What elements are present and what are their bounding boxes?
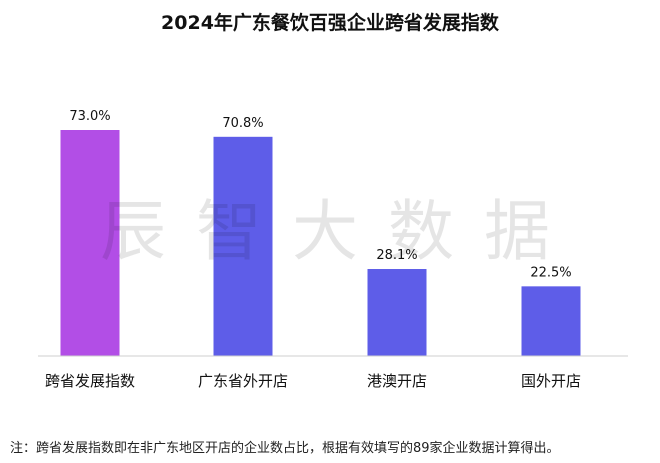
category-label-3: 港澳开店 [367, 372, 427, 390]
category-label-4: 国外开店 [521, 372, 581, 390]
bar-2 [213, 136, 273, 356]
bar-3 [367, 269, 427, 356]
category-label-1: 跨省发展指数 [45, 372, 135, 390]
value-label-4: 22.5% [530, 265, 571, 280]
category-label-2: 广东省外开店 [198, 372, 288, 390]
chart-title: 2024年广东餐饮百强企业跨省发展指数 [161, 12, 499, 34]
chart-footnote: 注：跨省发展指数即在非广东地区开店的企业数占比，根据有效填写的89家企业数据计算… [10, 441, 560, 456]
bar-4 [521, 286, 581, 356]
value-label-3: 28.1% [376, 248, 417, 263]
value-label-1: 73.0% [69, 109, 110, 124]
bar-1 [60, 130, 120, 356]
value-label-2: 70.8% [222, 116, 263, 131]
